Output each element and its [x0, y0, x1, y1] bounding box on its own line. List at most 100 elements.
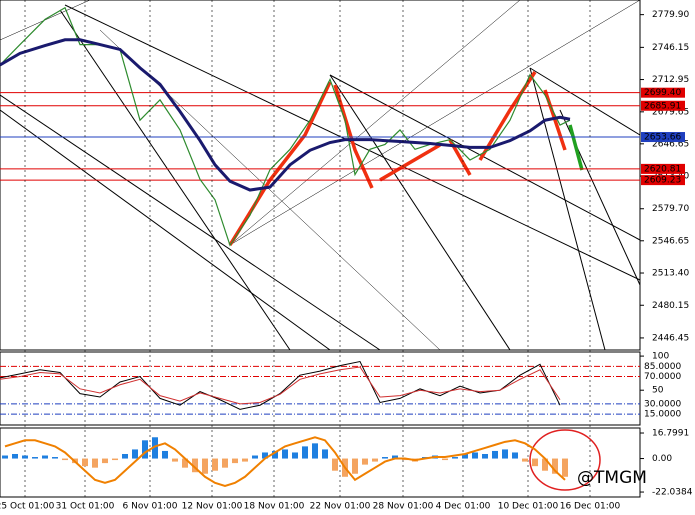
- histogram-bar: [512, 452, 518, 459]
- level-label-box: [641, 87, 685, 98]
- histogram-bar: [62, 458, 68, 461]
- y-tick-label: 2746.15: [652, 43, 689, 53]
- x-tick-label: 6 Nov 01:00: [123, 502, 178, 512]
- histogram-bar: [452, 457, 458, 459]
- histogram-bar: [122, 453, 128, 459]
- level-label: 2620.81: [644, 164, 681, 174]
- histogram-bar: [382, 457, 388, 459]
- level-label: 15.0000: [644, 410, 681, 420]
- series-line: [0, 360, 561, 410]
- highlight-circle: [529, 429, 601, 491]
- y-tick-label: 2546.65: [652, 236, 689, 246]
- signal-line: [4, 436, 566, 487]
- histogram-bar: [282, 449, 288, 459]
- histogram-bar: [52, 457, 58, 459]
- histogram-bar: [232, 458, 238, 464]
- histogram-bar: [352, 458, 358, 474]
- histogram-bar: [112, 458, 118, 461]
- level-label: 85.0000: [644, 362, 681, 372]
- histogram-bar: [302, 446, 308, 459]
- histogram-bar: [92, 458, 98, 468]
- histogram-bar: [182, 458, 188, 468]
- x-tick-label: 12 Nov 01:00: [182, 502, 243, 512]
- histogram-bar: [482, 453, 488, 459]
- watermark: @TMGM: [577, 468, 647, 488]
- trend-lines: [0, 0, 641, 351]
- histogram-bar: [162, 450, 168, 459]
- histogram-bar: [22, 455, 28, 459]
- y-tick-label: -22.0384: [652, 488, 693, 498]
- histogram-bar: [192, 458, 198, 473]
- histogram-bar: [372, 458, 378, 462]
- histogram-bar: [492, 450, 498, 459]
- level-label-box: [641, 398, 685, 409]
- histogram-bar: [322, 449, 328, 459]
- y-tick-label: 2513.40: [652, 269, 689, 279]
- level-label-box: [641, 409, 685, 420]
- histogram-bar: [292, 452, 298, 459]
- level-label: 30.0000: [644, 399, 681, 409]
- level-label: 2699.40: [644, 88, 681, 98]
- histogram-bar: [142, 440, 148, 459]
- histogram-bar: [312, 443, 318, 459]
- y-tick-label: 2779.90: [652, 10, 689, 20]
- y-tick-label: 2679.65: [652, 107, 689, 117]
- y-tick-label: 2646.65: [652, 139, 689, 149]
- level-label-box: [641, 100, 685, 111]
- histogram-bar: [462, 453, 468, 459]
- histogram-bar: [252, 455, 258, 459]
- x-tick-label: 4 Dec 01:00: [436, 502, 491, 512]
- histogram-bar: [332, 458, 338, 471]
- x-tick-label: 28 Nov 01:00: [373, 502, 434, 512]
- histogram-bar: [2, 455, 8, 459]
- histogram-bar: [272, 450, 278, 459]
- histogram-bar: [392, 455, 398, 459]
- histogram-bar: [362, 458, 368, 465]
- y-tick-label: 50: [652, 386, 664, 396]
- y-tick-label: 16.7991: [652, 429, 689, 439]
- y-tick-label: 100: [652, 352, 669, 362]
- histogram-bar: [552, 458, 558, 474]
- histogram-bar: [472, 452, 478, 459]
- level-label: 2685.91: [644, 101, 681, 111]
- y-tick-label: 2712.95: [652, 75, 689, 85]
- histogram-bar: [172, 458, 178, 462]
- series-line: [0, 366, 561, 405]
- histogram-bar: [202, 458, 208, 474]
- histogram-bar: [532, 458, 538, 467]
- histogram-bar: [442, 458, 448, 461]
- histogram-bar: [12, 453, 18, 459]
- histogram-panel: [0, 427, 641, 498]
- x-tick-label: 10 Dec 01:00: [498, 502, 559, 512]
- oscillator-panel: [0, 351, 641, 426]
- histogram-bar: [222, 458, 228, 468]
- level-label-box: [641, 361, 685, 372]
- level-label: 2653.66: [644, 133, 681, 143]
- histogram-bar: [502, 449, 508, 459]
- y-tick-label: 2480.15: [652, 301, 689, 311]
- histogram-bar: [562, 458, 568, 477]
- x-tick-label: 31 Oct 01:00: [56, 502, 115, 512]
- level-label-box: [641, 371, 685, 382]
- x-tick-label: 25 Oct 01:00: [0, 502, 55, 512]
- histogram-bar: [542, 458, 548, 471]
- level-label-box: [641, 132, 685, 143]
- x-tick-label: 22 Nov 01:00: [310, 502, 371, 512]
- y-tick-label: 2579.70: [652, 204, 689, 214]
- histogram-bar: [82, 458, 88, 467]
- arrows: [228, 71, 584, 246]
- histogram-bar: [42, 455, 48, 459]
- level-label-box: [641, 163, 685, 174]
- x-tick-label: 18 Nov 01:00: [244, 502, 305, 512]
- histogram-bar: [262, 452, 268, 459]
- main-panel: [0, 0, 641, 351]
- level-label: 70.0000: [644, 372, 681, 382]
- y-tick-label: 2446.45: [652, 333, 689, 343]
- level-label: 2609.23: [644, 176, 681, 186]
- histogram-bar: [152, 437, 158, 459]
- histogram-bar: [32, 457, 38, 459]
- series-line: [0, 38, 571, 192]
- histogram-bar: [132, 449, 138, 459]
